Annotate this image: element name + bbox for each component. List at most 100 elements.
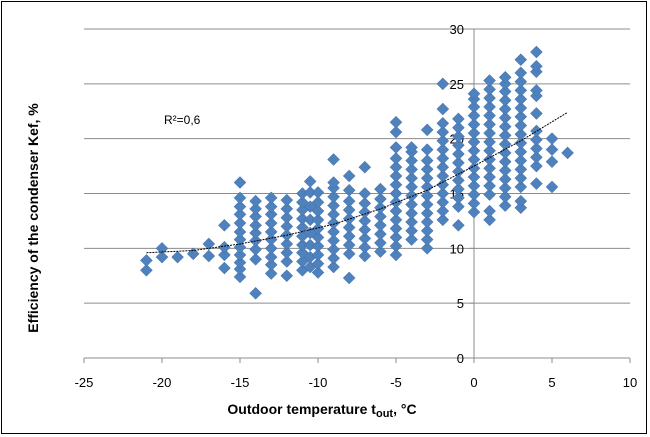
scatter-point [389, 125, 403, 139]
scatter-point [483, 109, 496, 122]
scatter-point [358, 160, 372, 174]
scatter-point [374, 245, 387, 258]
scatter-point [374, 210, 387, 223]
scatter-point [342, 203, 356, 217]
scatter-point [327, 243, 340, 256]
scatter-point [405, 233, 418, 246]
scatter-point [545, 155, 559, 169]
scatter-point [514, 171, 528, 185]
scatter-point [530, 124, 543, 138]
scatter-point [498, 129, 512, 142]
scatter-point [342, 194, 356, 208]
scatter-point [514, 75, 528, 88]
scatter-point [467, 135, 481, 149]
scatter-point [389, 204, 403, 218]
scatter-point [436, 213, 450, 227]
scatter-point [545, 143, 559, 156]
r-squared-annotation: R²=0,6 [164, 113, 201, 127]
scatter-point [280, 202, 294, 216]
scatter-point [171, 250, 184, 264]
scatter-point [342, 238, 356, 252]
scatter-point [514, 136, 528, 150]
scatter-point [483, 179, 496, 193]
scatter-point [483, 161, 496, 175]
scatter-point [498, 77, 512, 91]
scatter-point [296, 212, 309, 226]
scatter-point [233, 248, 247, 262]
scatter-point [530, 177, 543, 190]
scatter-point [264, 207, 278, 221]
scatter-point [467, 197, 481, 210]
scatter-point [249, 210, 262, 223]
scatter-point [358, 249, 372, 263]
scatter-point [280, 211, 294, 224]
x-tick-label: -5 [390, 375, 402, 390]
x-tick-label: -15 [231, 375, 250, 390]
scatter-point [280, 193, 294, 207]
scatter-point [264, 250, 278, 264]
scatter-point [389, 222, 403, 235]
scatter-point [452, 173, 465, 187]
scatter-point [483, 91, 496, 105]
scatter-point [514, 53, 528, 67]
scatter-point [389, 160, 403, 174]
scatter-point [140, 263, 153, 277]
scatter-point [436, 125, 450, 139]
scatter-point [249, 218, 262, 232]
scatter-point [514, 145, 528, 159]
scatter-point [530, 142, 543, 155]
x-tick-label: -20 [153, 375, 172, 390]
scatter-point [452, 200, 465, 214]
scatter-point [280, 246, 294, 260]
scatter-point [498, 102, 512, 116]
scatter-point [483, 126, 496, 140]
data-points [140, 45, 574, 300]
scatter-point [389, 248, 403, 262]
scatter-point [358, 240, 372, 254]
scatter-point [514, 66, 528, 80]
scatter-point [342, 212, 356, 226]
scatter-point [311, 266, 325, 279]
scatter-point [545, 132, 559, 146]
scatter-point [374, 236, 387, 250]
scatter-point [498, 120, 512, 133]
scatter-point [389, 141, 403, 154]
scatter-point [389, 178, 403, 192]
scatter-point [498, 172, 512, 186]
scatter-point [233, 200, 247, 214]
scatter-point [405, 224, 418, 238]
y-tick-label: 10 [450, 241, 464, 256]
scatter-point [420, 171, 434, 185]
scatter-point [389, 213, 403, 227]
scatter-point [389, 169, 403, 183]
axes [83, 28, 631, 363]
scatter-point [218, 248, 231, 262]
scatter-point [514, 180, 528, 194]
scatter-point [452, 112, 465, 126]
scatter-point [264, 200, 278, 214]
scatter-point [467, 118, 481, 131]
scatter-point [233, 207, 247, 221]
scatter-point [514, 163, 528, 176]
scatter-point [374, 218, 387, 232]
scatter-point [514, 154, 528, 167]
scatter-point [452, 182, 465, 196]
trendline [146, 111, 568, 254]
scatter-point [436, 178, 450, 192]
scatter-point [374, 201, 387, 215]
scatter-point [358, 223, 372, 237]
scatter-point [467, 188, 481, 201]
scatter-point [420, 180, 434, 194]
scatter-point [467, 153, 481, 166]
scatter-point [420, 215, 434, 229]
scatter-point [342, 247, 356, 261]
scatter-point [405, 189, 418, 203]
scatter-point [467, 205, 481, 219]
y-tick-label: 25 [450, 77, 464, 92]
x-axis-title-main: Outdoor temperature t [227, 401, 376, 417]
scatter-point [405, 180, 418, 194]
scatter-point [303, 175, 317, 188]
scatter-point [483, 153, 496, 166]
scatter-point [280, 255, 294, 268]
scatter-point [498, 155, 512, 169]
